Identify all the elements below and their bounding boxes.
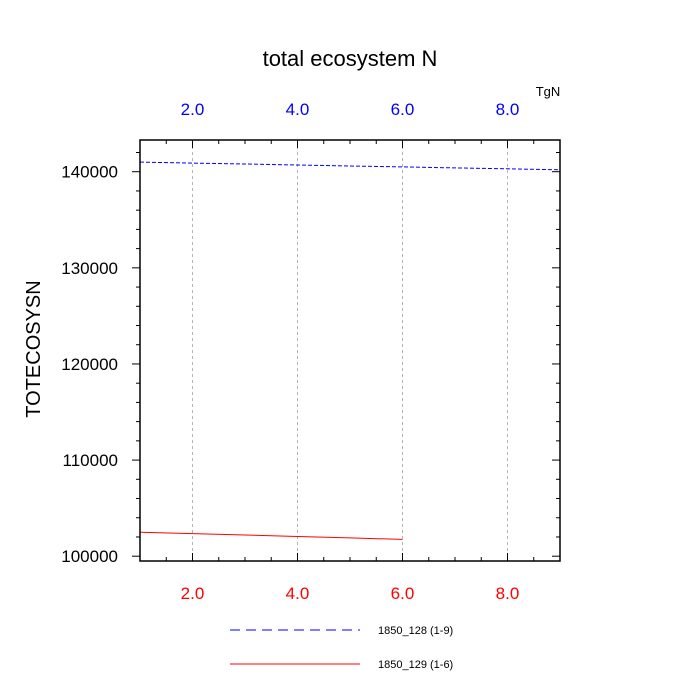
legend: 1850_128 (1-9) 1850_129 (1-6) (230, 625, 453, 671)
x-tick-label: 2.0 (181, 584, 205, 603)
axes-layer: 2.0 2.0 4.0 4.0 6.0 6.0 8.0 8.0 100000 110000 1200… (61, 100, 561, 603)
grid-layer (192, 140, 508, 561)
plot-frame (139, 139, 561, 562)
units-label: TgN (536, 84, 561, 99)
series-line-2 (139, 531, 403, 540)
x-top-tick-label: 6.0 (391, 100, 415, 119)
y-tick-label: 130000 (61, 259, 118, 278)
y-tick-label: 100000 (61, 547, 118, 566)
x-tick-label: 6.0 (391, 584, 415, 603)
x-tick-label: 8.0 (496, 584, 520, 603)
series-line-1 (139, 161, 561, 171)
x-top-tick-label: 4.0 (286, 100, 310, 119)
legend-label-2: 1850_129 (1-6) (378, 659, 453, 671)
x-tick-label: 4.0 (286, 584, 310, 603)
legend-label-1: 1850_128 (1-9) (378, 625, 453, 637)
y-tick-label: 140000 (61, 163, 118, 182)
series-layer (139, 161, 561, 540)
y-tick-label: 120000 (61, 355, 118, 374)
x-top-tick-label: 8.0 (496, 100, 520, 119)
chart-title: total ecosystem N (263, 46, 438, 71)
y-axis-label: TOTECOSYSN (23, 280, 45, 417)
x-top-tick-label: 2.0 (181, 100, 205, 119)
y-tick-label: 110000 (63, 451, 118, 470)
